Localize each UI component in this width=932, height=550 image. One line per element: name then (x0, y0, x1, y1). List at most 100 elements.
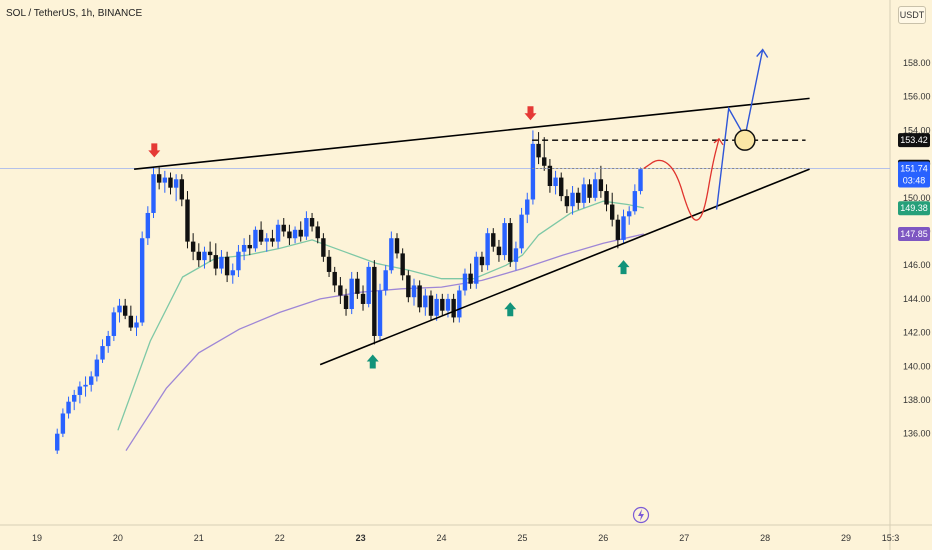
candle-body (491, 233, 496, 247)
y-tick-label: 144.00 (903, 294, 931, 304)
price-label-text: 151.74 (900, 163, 928, 173)
candle-body (598, 179, 604, 192)
candle-body (309, 218, 315, 227)
candle-body (474, 256, 479, 284)
x-tick-label: 22 (275, 533, 285, 543)
candle-body (55, 433, 60, 451)
candle-body (89, 376, 94, 385)
candle-body (496, 246, 502, 256)
candle-body (389, 238, 394, 271)
candle-body (253, 229, 258, 249)
candle-body (576, 192, 581, 203)
price-label-box (898, 227, 930, 242)
chart-title: SOL / TetherUS, 1h, BINANCE (6, 8, 143, 19)
price-label-box (898, 201, 930, 216)
price-label-text: 153.42 (900, 135, 928, 145)
candle-body (105, 335, 111, 347)
candle-body (383, 270, 388, 291)
y-tick-label: 150.00 (903, 193, 931, 203)
candle-body (638, 169, 643, 192)
candle-body (281, 224, 286, 232)
candle-body (117, 305, 122, 313)
y-tick-label: 156.00 (903, 92, 931, 102)
x-tick-label: 26 (598, 533, 608, 543)
price-label-text: 147.85 (900, 229, 928, 239)
candle-body (360, 293, 366, 304)
up-arrow-marker (504, 302, 517, 317)
candle-body (190, 241, 196, 252)
candle-body (479, 256, 485, 266)
candle-body (570, 192, 575, 207)
candle-body (128, 315, 134, 328)
candle-body (156, 174, 162, 183)
candle-body (270, 238, 275, 242)
candle-body (100, 346, 105, 360)
candle-body (587, 184, 592, 198)
candle-body (525, 199, 530, 215)
candle-body (530, 143, 536, 200)
y-tick-label: 138.00 (903, 395, 931, 405)
candle-body (581, 184, 587, 203)
candle-body (508, 223, 513, 262)
candle-body (519, 214, 524, 249)
candle-body (440, 298, 445, 311)
candle-body (60, 413, 66, 434)
x-tick-label: 19 (32, 533, 42, 543)
candle-body (72, 394, 77, 402)
projection-blue-arrowhead (756, 48, 769, 58)
candle-body (377, 290, 383, 336)
up-arrow-marker (366, 354, 379, 369)
candle-body (292, 229, 298, 239)
candle-body (621, 216, 626, 240)
candle-body (468, 273, 473, 284)
candle-body (542, 157, 547, 166)
candle-body (179, 179, 185, 200)
price-label-box (898, 133, 930, 148)
lightning-icon (632, 506, 650, 524)
candle-body (207, 251, 213, 256)
candle-body (366, 266, 371, 304)
candle-body (185, 199, 190, 242)
currency-selector[interactable]: USDT (898, 6, 926, 24)
candle-body (615, 219, 621, 240)
candle-body (457, 290, 462, 318)
candle-body (287, 231, 292, 239)
candle-body (202, 251, 207, 261)
candle-body (445, 298, 451, 311)
candle-body (321, 238, 326, 257)
candle-body (247, 244, 252, 249)
projection-red-path (643, 138, 720, 221)
x-tick-label: 29 (841, 533, 851, 543)
y-tick-label: 154.00 (903, 125, 931, 135)
upper-trendline (133, 97, 810, 170)
down-arrow-marker (148, 143, 161, 158)
candle-body (411, 285, 417, 298)
candle-body (355, 278, 360, 294)
candle-body (236, 251, 241, 271)
projection-blue-path (715, 49, 764, 210)
lightning-icon-bolt (638, 509, 644, 521)
candle-body (485, 233, 490, 266)
candle-body (326, 256, 332, 272)
candle-body (423, 295, 428, 308)
candle-body (349, 278, 354, 310)
candle-body (83, 384, 88, 387)
candle-body (400, 253, 405, 276)
candle-body (434, 298, 439, 316)
candle-body (315, 226, 320, 239)
candle-body (332, 271, 337, 286)
candle-body (394, 238, 400, 254)
x-tick-label: 28 (760, 533, 770, 543)
candle-body (372, 266, 377, 336)
candle-body (559, 177, 564, 197)
candle-body (145, 212, 151, 239)
candle-body (553, 177, 558, 187)
lower-trendline (319, 168, 810, 366)
x-tick-label: 15:3 (882, 533, 900, 543)
candle-body (139, 238, 145, 323)
candle-body (77, 386, 83, 395)
price-label-countdown: 03:48 (903, 175, 926, 185)
y-tick-label: 142.00 (903, 328, 931, 338)
x-tick-label: 23 (356, 533, 366, 543)
